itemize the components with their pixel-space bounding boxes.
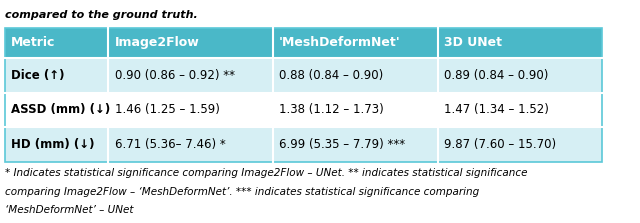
Bar: [5, 93, 109, 127]
Bar: [273, 58, 438, 93]
Bar: [438, 28, 602, 58]
Text: 1.38 (1.12 – 1.73): 1.38 (1.12 – 1.73): [279, 103, 384, 116]
Bar: [5, 58, 109, 93]
Bar: [5, 28, 109, 58]
Bar: [273, 93, 438, 127]
Bar: [438, 93, 602, 127]
Bar: [5, 28, 602, 162]
Bar: [438, 127, 602, 162]
Text: 3D UNet: 3D UNet: [444, 36, 502, 50]
Bar: [109, 58, 273, 93]
Text: Metric: Metric: [11, 36, 55, 50]
Text: comparing Image2Flow – ‘MeshDeformNet’. *** indicates statistical significance c: comparing Image2Flow – ‘MeshDeformNet’. …: [5, 187, 479, 197]
Text: 'MeshDeformNet': 'MeshDeformNet': [279, 36, 401, 50]
Bar: [5, 127, 109, 162]
Bar: [438, 58, 602, 93]
Text: ASSD (mm) (↓): ASSD (mm) (↓): [11, 103, 110, 116]
Bar: [109, 28, 273, 58]
Text: 1.47 (1.34 – 1.52): 1.47 (1.34 – 1.52): [444, 103, 548, 116]
Text: ‘MeshDeformNet’ – UNet: ‘MeshDeformNet’ – UNet: [5, 205, 133, 215]
Bar: [273, 127, 438, 162]
Text: Dice (↑): Dice (↑): [11, 69, 65, 82]
Bar: [109, 93, 273, 127]
Text: 6.99 (5.35 – 7.79) ***: 6.99 (5.35 – 7.79) ***: [279, 138, 405, 151]
Bar: [109, 127, 273, 162]
Text: 0.90 (0.86 – 0.92) **: 0.90 (0.86 – 0.92) **: [115, 69, 235, 82]
Text: 6.71 (5.36– 7.46) *: 6.71 (5.36– 7.46) *: [115, 138, 225, 151]
Text: 1.46 (1.25 – 1.59): 1.46 (1.25 – 1.59): [115, 103, 220, 116]
Text: Image2Flow: Image2Flow: [115, 36, 199, 50]
Text: compared to the ground truth.: compared to the ground truth.: [5, 10, 198, 20]
Text: 9.87 (7.60 – 15.70): 9.87 (7.60 – 15.70): [444, 138, 556, 151]
Text: HD (mm) (↓): HD (mm) (↓): [11, 138, 95, 151]
Text: 0.88 (0.84 – 0.90): 0.88 (0.84 – 0.90): [279, 69, 383, 82]
Text: * Indicates statistical significance comparing Image2Flow – UNet. ** indicates s: * Indicates statistical significance com…: [5, 168, 527, 178]
Text: 0.89 (0.84 – 0.90): 0.89 (0.84 – 0.90): [444, 69, 548, 82]
Bar: [273, 28, 438, 58]
